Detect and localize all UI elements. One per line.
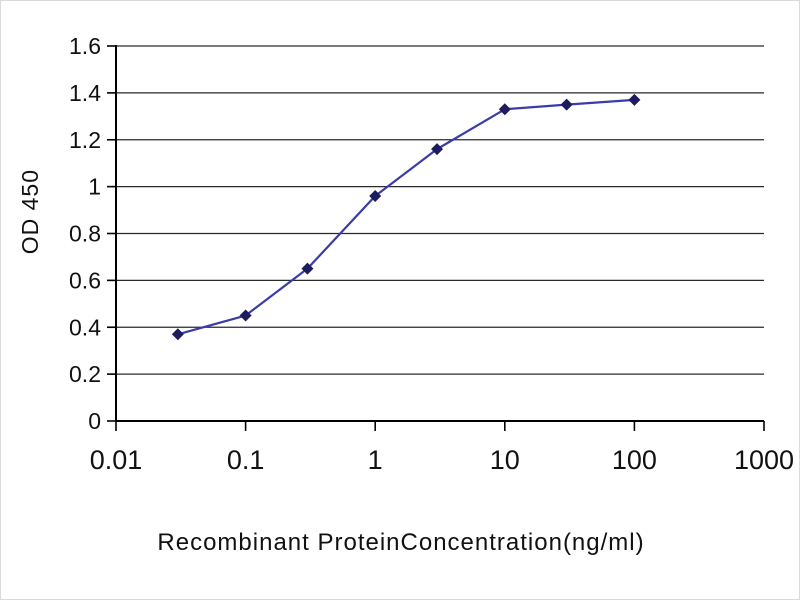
x-axis-title: Recombinant ProteinConcentration(ng/ml) <box>157 529 645 556</box>
y-tick-label: 1 <box>88 174 101 200</box>
data-point-marker <box>239 309 252 322</box>
data-point-marker <box>628 93 641 106</box>
y-tick-label: 0.8 <box>69 221 101 247</box>
x-tick-label: 100 <box>612 445 657 475</box>
y-tick-label: 1.2 <box>69 127 101 153</box>
data-point-marker <box>301 262 314 275</box>
data-point-marker <box>498 103 511 116</box>
y-tick-label: 1.4 <box>69 80 101 106</box>
x-tick-label: 1000 <box>734 445 794 475</box>
x-tick-label: 0.1 <box>227 445 265 475</box>
y-tick-label: 0 <box>88 408 101 434</box>
data-point-marker <box>560 98 573 111</box>
data-point-marker <box>431 143 444 156</box>
y-tick-label: 0.4 <box>69 314 101 340</box>
data-line <box>177 98 635 336</box>
y-tick-label: 1.6 <box>69 33 101 59</box>
y-tick-label: 0.6 <box>69 267 101 293</box>
data-point-marker <box>171 328 184 341</box>
x-tick-label: 10 <box>490 445 520 475</box>
x-tick-label: 1 <box>368 445 383 475</box>
data-point-marker <box>369 190 382 202</box>
y-axis-title: OD 450 <box>17 169 43 255</box>
y-tick-label: 0.2 <box>69 361 101 387</box>
x-tick-label: 0.01 <box>90 445 143 475</box>
